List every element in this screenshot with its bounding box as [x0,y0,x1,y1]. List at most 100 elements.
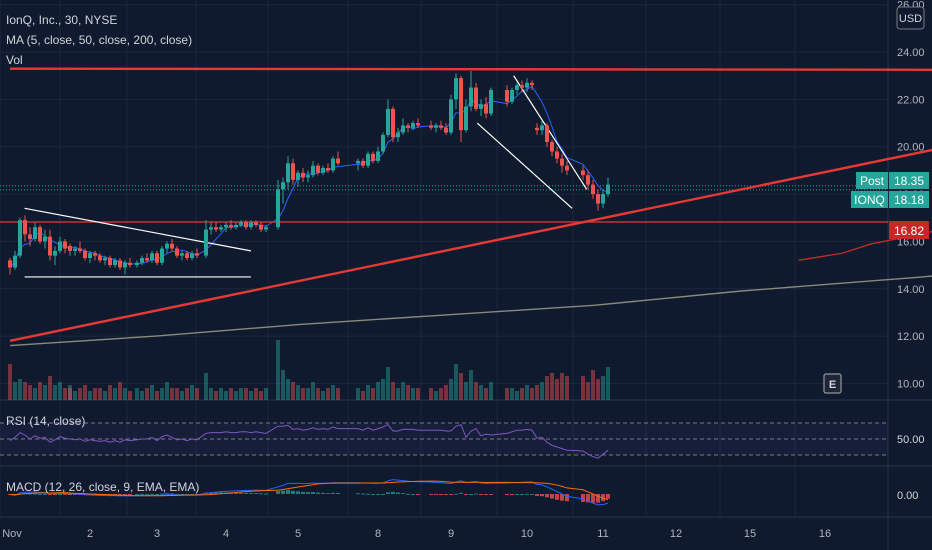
volume-bar [209,388,213,400]
volume-bar [545,376,549,400]
candle-body [376,151,380,161]
rsi-legend[interactable]: RSI (14, close) [6,414,85,428]
macd-histogram-bar [68,494,72,495]
macd-histogram-bar [386,492,390,494]
candlesticks [8,71,610,275]
currency-label: USD [899,13,922,25]
macd-histogram-bar [113,494,117,495]
macd-histogram-bar [454,493,458,495]
candle-body [391,108,395,138]
volume-bar [165,382,169,400]
volume-bar [376,382,380,400]
macd-histogram-bar [123,494,127,495]
macd-legend[interactable]: MACD (12, 26, close, 9, EMA, EMA) [6,480,199,494]
macd-histogram-bar [58,494,62,495]
candle-body [434,125,438,128]
candle-body [170,243,174,249]
candle-body [180,253,184,256]
volume-bar [234,391,238,400]
volume-bar [434,391,438,400]
volume-bar [264,388,268,400]
macd-histogram-bar [331,492,335,494]
volume-bar [581,376,585,400]
volume-bar [249,391,253,400]
resistance-trendline [9,67,932,71]
candle-body [396,132,400,138]
volume-bar [381,379,385,400]
macd-histogram-bar [306,492,310,494]
candle-body [581,170,585,176]
volume-bar [391,382,395,400]
time-tick-label: 5 [295,528,301,540]
trendlines[interactable] [0,67,932,343]
post-price-tag [889,172,929,189]
time-tick-label: 2 [87,528,93,540]
macd-histogram-bar [291,490,295,494]
macd-histogram-bar [326,493,330,495]
price-tick-label: 24.00 [897,47,925,59]
volume-bar [459,373,463,400]
candle-body [326,168,330,171]
candle-body [68,246,72,251]
volume-bar [150,385,154,400]
volume-bar [83,385,87,400]
price-tick-label: 14.00 [897,284,925,296]
volume-legend[interactable]: Vol [6,53,23,67]
time-tick-label: 12 [670,528,682,540]
volume-bar [18,379,22,400]
candle-body [135,262,139,266]
macd-histogram-bar [406,493,410,495]
candle-body [123,262,127,268]
volume-bar [185,388,189,400]
time-axis[interactable]: Nov 2 3 4 5 8 9 10 11 12 15 16 [2,528,831,540]
macd-histogram-bar [316,492,320,494]
macd-histogram-bar [336,493,340,495]
macd-histogram-bar [515,494,519,495]
flag-lower-trendline [476,122,573,209]
volume-bar [416,388,420,400]
level-price: 16.82 [894,224,924,238]
currency-badge[interactable] [896,6,925,30]
volume-bar [449,379,453,400]
candle-body [155,253,159,263]
earnings-marker[interactable] [823,373,842,394]
time-tick-label: 9 [448,528,454,540]
candle-body [224,224,228,228]
volume-bar [306,388,310,400]
flag-upper-trendline [513,75,588,190]
candle-body [510,89,514,102]
volume-bar [281,370,285,400]
volume-bar [155,391,159,400]
macd-histogram-bar [540,494,544,497]
volume-bars [8,340,610,400]
candle-body [249,222,253,228]
rising-support-trendline [9,148,932,343]
candle-body [83,250,87,258]
volume-bar [68,388,72,400]
price-tick-label: 16.00 [897,236,925,248]
candle-body [113,260,117,266]
candle-body [276,189,280,228]
macd-histogram-bar [565,494,569,502]
volume-bar [596,379,600,400]
time-tick-label: 11 [597,528,608,540]
volume-bar [464,382,468,400]
volume-bar [43,385,47,400]
macd-histogram-bar [366,493,370,495]
ma-legend[interactable]: MA (5, close, 50, close, 200, close) [6,33,192,47]
candle-body [356,160,360,164]
volume-bar [550,373,554,400]
candle-body [13,255,17,268]
volume-bar [128,391,132,400]
symbol-legend[interactable]: IonQ, Inc., 30, NYSE [6,13,117,27]
volume-bar [386,367,390,400]
candle-body [165,243,169,249]
macd-histogram-bar [28,493,32,495]
macd-histogram-bar [234,492,238,494]
macd-histogram-bar [489,494,493,495]
candle-body [264,227,268,230]
price-tick-label: 10.00 [897,378,925,390]
macd-histogram-bar [434,494,438,495]
